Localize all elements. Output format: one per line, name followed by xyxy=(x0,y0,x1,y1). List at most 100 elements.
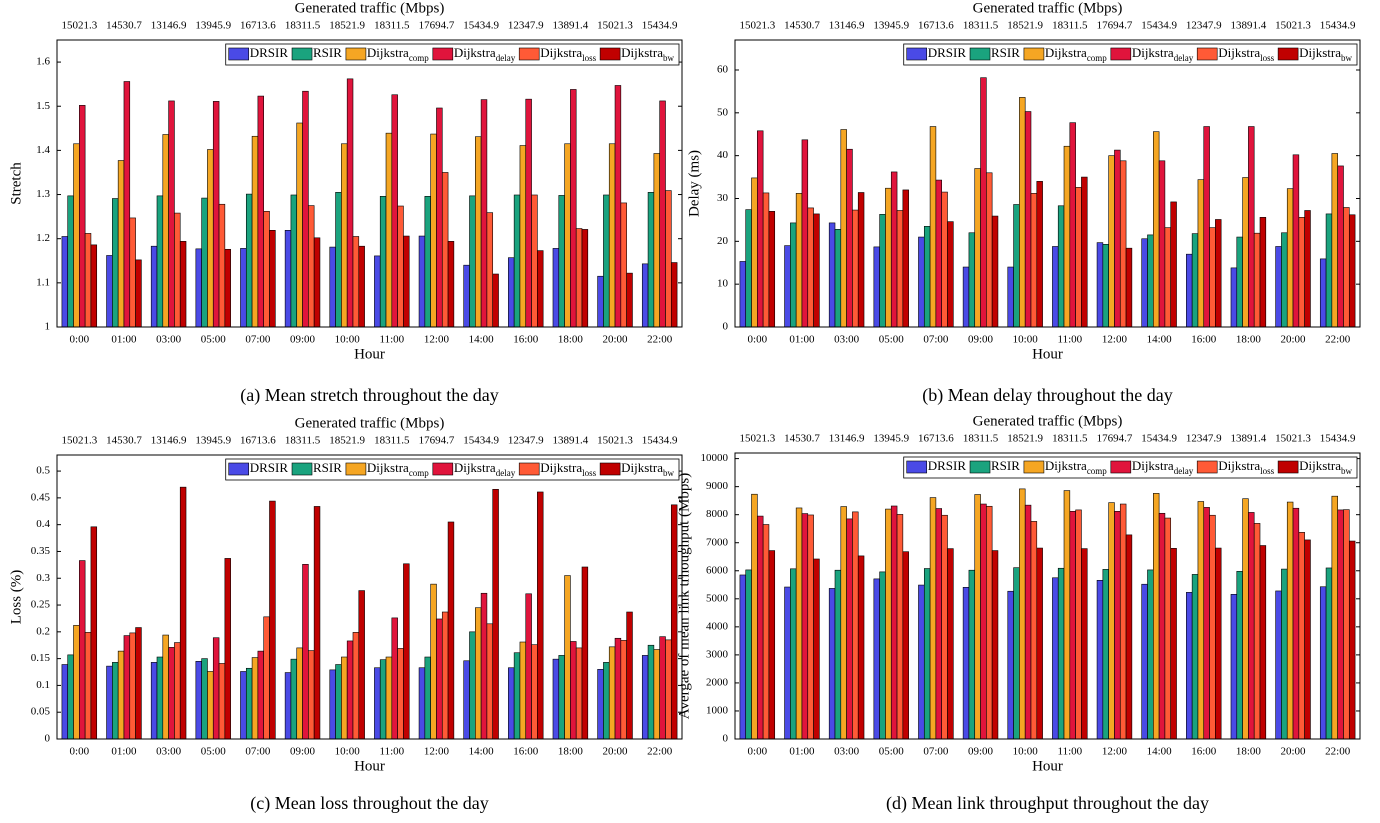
top-tick-label: 17694.7 xyxy=(1097,20,1133,32)
bar xyxy=(1030,193,1038,328)
bar xyxy=(1114,511,1121,740)
bar xyxy=(475,607,482,740)
bar xyxy=(308,650,315,740)
bar xyxy=(828,222,836,328)
bar xyxy=(801,513,809,740)
bar xyxy=(757,515,764,740)
bar xyxy=(1164,517,1172,740)
bar xyxy=(840,506,847,740)
legend-label: Dijkstra xyxy=(621,45,663,60)
bar xyxy=(986,172,993,328)
plot-frame xyxy=(56,454,683,740)
x-tick-label: 07:00 xyxy=(245,746,271,758)
bar xyxy=(902,551,909,740)
bar xyxy=(1019,488,1026,740)
x-tick-label: 22:00 xyxy=(1325,334,1351,346)
top-tick-label: 17694.7 xyxy=(419,435,455,447)
bar xyxy=(1141,583,1148,740)
top-tick-label: 18311.5 xyxy=(1052,433,1088,445)
y-axis-label: Delay (ms) xyxy=(686,150,702,217)
bar xyxy=(739,261,747,328)
y-tick-label: 30 xyxy=(717,192,729,204)
x-tick-label: 07:00 xyxy=(923,746,949,758)
bar xyxy=(1236,236,1243,328)
bar xyxy=(1304,539,1311,740)
x-tick-label: 14:00 xyxy=(469,746,495,758)
bar xyxy=(296,122,303,328)
bar xyxy=(212,101,220,328)
bar xyxy=(941,514,948,740)
top-axis-label: Generated traffic (Mbps) xyxy=(973,0,1123,16)
top-tick-label: 18311.5 xyxy=(374,435,410,447)
bar xyxy=(329,669,336,740)
bar xyxy=(581,566,589,740)
x-tick-label: 12:00 xyxy=(1102,334,1128,346)
y-tick-label: 0.25 xyxy=(31,599,51,611)
legend-swatch xyxy=(291,47,313,61)
bar xyxy=(508,667,515,740)
bar xyxy=(1052,577,1059,740)
bar xyxy=(352,632,360,740)
bar xyxy=(257,650,264,740)
bar xyxy=(751,493,758,740)
x-tick-label: 18:00 xyxy=(558,334,584,346)
top-tick-label: 18311.5 xyxy=(1052,20,1088,32)
bar xyxy=(251,657,259,740)
top-tick-label: 15434.9 xyxy=(463,435,499,447)
bar xyxy=(1069,511,1076,740)
bar xyxy=(1147,234,1154,328)
bar xyxy=(397,205,404,328)
bar xyxy=(341,656,348,740)
bar xyxy=(813,213,820,328)
top-tick-label: 15434.9 xyxy=(642,435,678,447)
bar xyxy=(1281,232,1288,328)
y-tick-label: 0.05 xyxy=(31,706,51,718)
legend-subscript: loss xyxy=(1260,466,1275,476)
top-tick-label: 15021.3 xyxy=(597,435,633,447)
bar xyxy=(329,246,336,328)
legend-label: Dijkstra xyxy=(1299,45,1341,60)
bar xyxy=(379,659,387,740)
bar xyxy=(156,656,164,740)
top-tick-label: 14530.7 xyxy=(106,20,142,32)
bar xyxy=(801,139,809,328)
legend-label: Dijkstra xyxy=(454,460,496,475)
bar xyxy=(941,191,948,328)
bar xyxy=(570,89,577,328)
y-tick-label: 60 xyxy=(717,64,729,76)
bar xyxy=(564,575,571,740)
legend-label: Dijkstra xyxy=(1299,458,1341,473)
bar xyxy=(1331,495,1338,740)
bar xyxy=(162,134,169,328)
bar xyxy=(106,665,113,740)
legend-swatch xyxy=(1196,47,1218,61)
x-tick-label: 14:00 xyxy=(469,334,495,346)
x-tick-label: 07:00 xyxy=(923,334,949,346)
legend-label: Dijkstra xyxy=(367,460,409,475)
bar xyxy=(436,107,443,328)
bar xyxy=(1304,210,1311,328)
y-tick-label: 1.5 xyxy=(36,100,50,112)
bar xyxy=(1186,592,1193,740)
bar xyxy=(991,550,999,740)
legend-swatch xyxy=(1110,47,1132,61)
bar xyxy=(150,245,158,328)
bar xyxy=(1319,258,1327,328)
legend-swatch xyxy=(906,47,928,61)
legend-subscript: delay xyxy=(496,468,516,478)
y-tick-label: 9000 xyxy=(706,480,729,492)
bar xyxy=(240,248,247,328)
bar xyxy=(768,211,776,328)
bar xyxy=(290,658,298,740)
bar xyxy=(935,179,942,328)
bar xyxy=(641,263,649,328)
bar xyxy=(1286,501,1294,740)
x-tick-label: 05:00 xyxy=(201,334,227,346)
legend-label: Dijkstra xyxy=(1132,458,1174,473)
bar xyxy=(1248,126,1255,328)
legend-label: Dijkstra xyxy=(367,45,409,60)
bar xyxy=(519,641,527,740)
top-tick-label: 16713.6 xyxy=(240,20,276,32)
bar xyxy=(890,505,898,740)
y-tick-label: 2000 xyxy=(706,676,729,688)
